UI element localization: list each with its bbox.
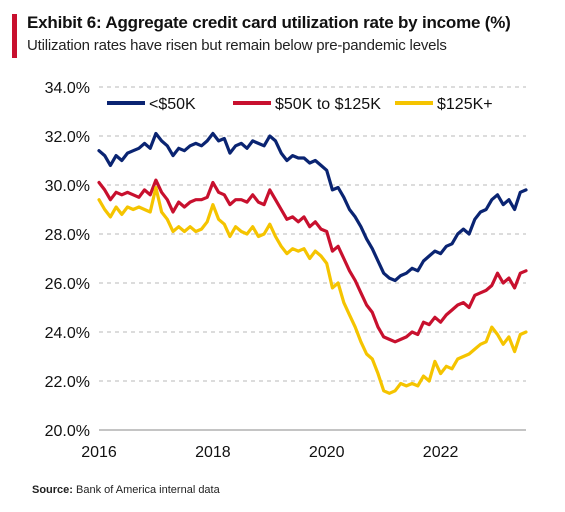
y-axis-tick-labels: 20.0% 22.0% 24.0% 26.0% 28.0% 30.0% 32.0% 34.0% (45, 80, 90, 440)
y-tick-label: 22.0% (45, 374, 90, 391)
y-tick-label: 32.0% (45, 129, 90, 146)
source-label: Source: (32, 484, 73, 496)
legend-label-2: $125K+ (437, 96, 493, 113)
source-text: Bank of America internal data (76, 484, 220, 496)
series-line-1 (97, 178, 528, 344)
y-tick-label: 20.0% (45, 423, 90, 440)
series-line-2 (97, 185, 528, 395)
legend-label-1: $50K to $125K (275, 96, 381, 113)
y-tick-label: 30.0% (45, 178, 90, 195)
series-line-0 (97, 131, 528, 283)
x-tick-label: 2016 (81, 444, 117, 461)
grid-lines (99, 86, 526, 431)
y-tick-label: 28.0% (45, 227, 90, 244)
x-tick-label: 2018 (195, 444, 231, 461)
x-tick-label: 2022 (423, 444, 459, 461)
y-tick-label: 34.0% (45, 80, 90, 97)
chart-subtitle: Utilization rates have risen but remain … (27, 37, 447, 54)
y-tick-label: 26.0% (45, 276, 90, 293)
x-tick-label: 2020 (309, 444, 345, 461)
y-tick-label: 24.0% (45, 325, 90, 342)
legend-label-0: <$50K (149, 96, 196, 113)
legend: <$50K $50K to $125K $125K+ (107, 96, 493, 113)
accent-bar (12, 14, 17, 58)
series-lines (97, 131, 528, 395)
chart-title: Exhibit 6: Aggregate credit card utiliza… (27, 13, 511, 32)
x-axis-tick-labels: 2016 2018 2020 2022 (81, 444, 458, 461)
source-note: Source: Bank of America internal data (32, 484, 220, 496)
